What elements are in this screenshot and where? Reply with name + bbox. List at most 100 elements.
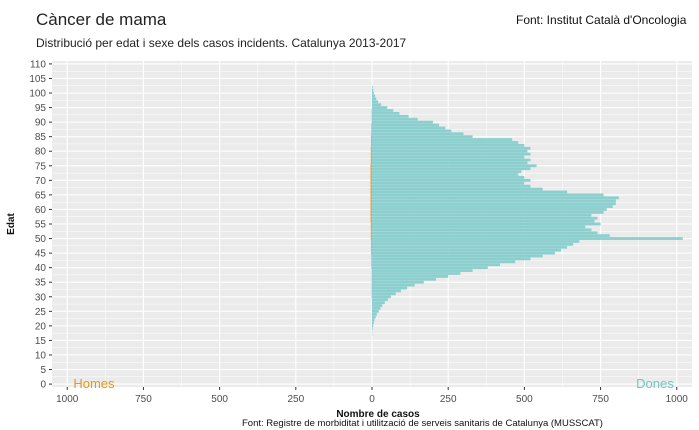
x-tick-label: 750 — [592, 394, 609, 405]
bar-homes — [371, 132, 372, 136]
bar-dones — [372, 129, 452, 133]
y-axis-ticks: 0 5 10 15 20 25 30 35 40 45 50 55 60 65 70 75 80 85 90 95 10… — [29, 59, 52, 391]
bar-dones — [372, 176, 525, 179]
bar-dones — [372, 208, 607, 211]
y-tick-label: 85 — [35, 132, 47, 143]
bar-dones — [372, 126, 446, 130]
bar-dones — [372, 85, 373, 89]
bar-dones — [372, 286, 408, 290]
bar-dones — [372, 109, 394, 112]
y-tick-label: 30 — [35, 292, 47, 303]
bar-dones — [372, 219, 595, 223]
bar-dones — [372, 114, 409, 118]
bar-dones — [372, 307, 381, 310]
bar-dones — [372, 117, 418, 121]
bar-dones — [372, 269, 473, 272]
bar-dones — [372, 158, 531, 162]
bar-homes — [371, 144, 372, 147]
bar-dones — [372, 228, 592, 232]
bar-dones — [372, 324, 374, 328]
bar-dones — [372, 292, 396, 296]
bar-homes — [370, 176, 372, 179]
bar-dones — [372, 94, 376, 98]
bar-homes — [370, 149, 372, 153]
bar-homes — [371, 260, 372, 264]
bar-dones — [372, 196, 619, 200]
y-tick-label: 110 — [30, 59, 46, 70]
bar-homes — [371, 129, 372, 133]
bar-homes — [371, 266, 372, 270]
x-tick-label: 1000 — [666, 394, 689, 405]
y-tick-label: 105 — [29, 74, 46, 85]
bar-dones — [372, 190, 568, 194]
bar-homes — [370, 228, 372, 232]
bar-homes — [370, 225, 372, 229]
y-tick-label: 0 — [40, 380, 46, 391]
bar-homes — [370, 216, 372, 220]
bar-homes — [370, 173, 372, 176]
bar-dones — [372, 245, 568, 249]
bar-homes — [370, 184, 372, 188]
grid-major — [52, 61, 692, 387]
bar-dones — [372, 277, 436, 281]
bar-dones — [372, 312, 377, 316]
bar-homes — [371, 245, 372, 249]
bar-homes — [371, 126, 372, 130]
bar-dones — [372, 280, 424, 284]
y-tick-label: 40 — [35, 263, 47, 274]
bar-homes — [370, 208, 372, 211]
bar-homes — [370, 187, 372, 191]
bar-homes — [371, 123, 372, 127]
bar-dones — [372, 161, 528, 165]
y-tick-label: 70 — [35, 176, 47, 187]
bar-dones — [372, 210, 604, 214]
bar-dones — [372, 112, 400, 115]
bar-dones — [372, 155, 525, 159]
y-tick-label: 90 — [35, 118, 47, 129]
bar-homes — [370, 155, 372, 159]
bar-homes — [370, 167, 372, 171]
y-tick-label: 80 — [35, 147, 47, 158]
bar-homes — [371, 141, 372, 144]
bar-homes — [370, 196, 372, 200]
bar-dones — [372, 152, 531, 156]
bar-dones — [372, 301, 385, 304]
bar-dones — [372, 149, 528, 153]
y-tick-label: 95 — [35, 103, 47, 114]
x-tick-label: 0 — [369, 394, 375, 405]
bar-dones — [372, 181, 525, 185]
y-axis-label: Edat — [6, 212, 17, 234]
annotation-homes: Homes — [73, 376, 115, 391]
bar-dones — [372, 251, 555, 255]
bar-dones — [372, 213, 592, 217]
bar-dones — [372, 120, 433, 124]
bar-homes — [370, 152, 372, 156]
bar-dones — [372, 272, 461, 275]
bar-dones — [372, 222, 601, 226]
y-tick-label: 35 — [35, 278, 47, 289]
bar-homes — [370, 161, 372, 165]
bar-homes — [370, 222, 372, 226]
bar-dones — [372, 123, 440, 127]
bar-homes — [370, 170, 372, 173]
bar-dones — [372, 100, 379, 104]
bar-dones — [372, 193, 604, 197]
bar-homes — [370, 193, 372, 197]
chart-subtitle: Distribució per edat i sexe dels casos i… — [36, 36, 407, 50]
y-tick-label: 10 — [35, 350, 47, 361]
bar-dones — [372, 283, 415, 287]
bar-dones — [372, 199, 616, 203]
bar-homes — [370, 205, 372, 208]
bar-dones — [372, 315, 376, 319]
bar-dones — [372, 240, 580, 243]
y-tick-label: 65 — [35, 190, 47, 201]
bar-dones — [372, 132, 464, 136]
bar-dones — [372, 205, 613, 208]
bar-dones — [372, 138, 513, 141]
annotation-dones: Dones — [636, 376, 674, 391]
bar-homes — [370, 213, 372, 217]
bar-homes — [371, 257, 372, 261]
y-tick-label: 75 — [35, 161, 47, 172]
bar-homes — [371, 135, 372, 139]
bar-dones — [372, 304, 383, 307]
